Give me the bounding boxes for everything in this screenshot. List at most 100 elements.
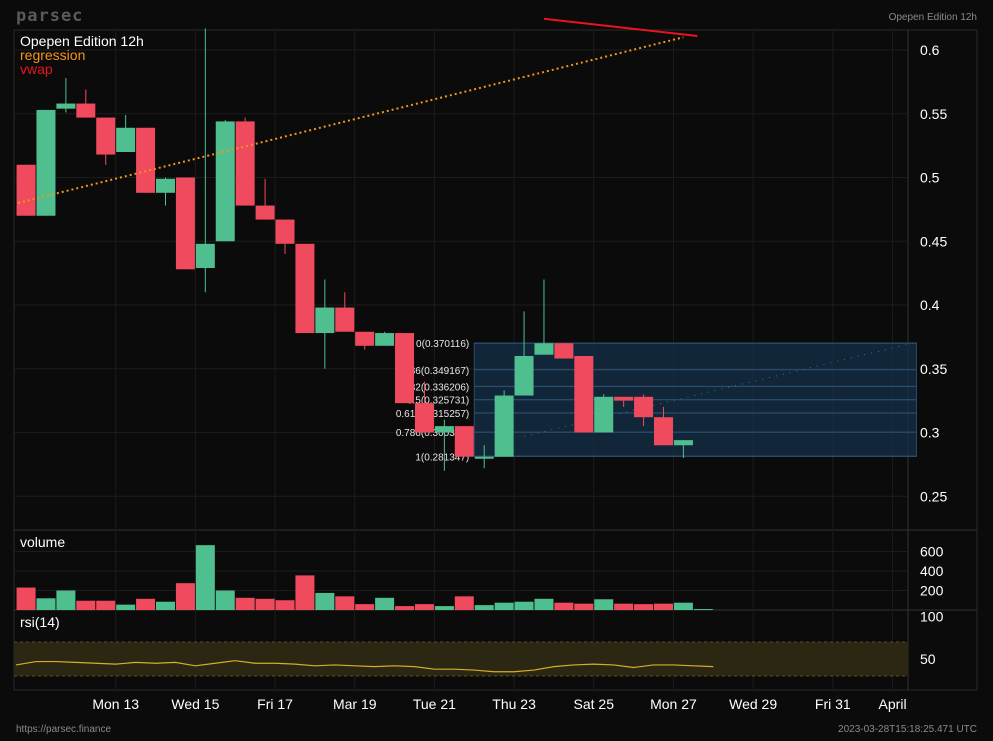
candle-body — [494, 395, 514, 457]
x-tick-label: Wed 15 — [171, 696, 219, 712]
volume-bar — [16, 587, 36, 610]
fib-level-label: 0.5(0.325731) — [407, 396, 469, 407]
candle-body — [434, 426, 454, 433]
candle-body — [56, 103, 76, 109]
volume-bar — [514, 601, 534, 610]
footer-timestamp: 2023-03-28T15:18:25.471 UTC — [838, 724, 977, 735]
x-tick-label: Mar 19 — [333, 696, 377, 712]
volume-bar — [315, 592, 335, 610]
brand-logo: parsec — [16, 6, 84, 26]
volume-tick-label: 200 — [920, 583, 944, 599]
fib-level-label: 0(0.370116) — [416, 339, 469, 350]
candle-body — [554, 343, 574, 359]
volume-bar — [395, 606, 415, 610]
candle-body — [295, 243, 315, 334]
volume-bar — [295, 575, 315, 610]
chart-header-title: Opepen Edition 12h — [888, 12, 977, 23]
x-tick-label: Fri 17 — [257, 696, 293, 712]
volume-bar — [653, 603, 673, 610]
candle-body — [16, 164, 36, 216]
volume-tick-label: 600 — [920, 544, 944, 560]
candle-body — [355, 331, 375, 346]
x-tick-label: April — [879, 696, 907, 712]
fib-level-label: 0.786(0.300343) — [396, 428, 469, 439]
candle-body — [653, 417, 673, 446]
x-tick-label: Wed 29 — [729, 696, 777, 712]
x-tick-label: Mon 27 — [650, 696, 697, 712]
volume-bar — [155, 601, 175, 610]
volume-bar — [614, 603, 634, 610]
volume-bar — [275, 600, 295, 610]
volume-bar — [534, 598, 554, 610]
volume-bar — [494, 602, 514, 610]
legend-regression[interactable]: regression — [20, 47, 86, 63]
x-tick-label: Sat 25 — [574, 696, 615, 712]
volume-bar — [235, 597, 255, 610]
candle-body — [215, 121, 235, 242]
candle-body — [534, 343, 554, 355]
candle-body — [195, 243, 215, 269]
volume-bar — [594, 599, 614, 610]
candle-body — [315, 307, 335, 334]
price-tick-label: 0.45 — [920, 233, 947, 249]
price-tick-label: 0.25 — [920, 488, 947, 504]
volume-bar — [634, 604, 654, 610]
candle-body — [136, 127, 156, 193]
candle-body — [275, 219, 295, 244]
volume-bar — [474, 605, 494, 610]
x-tick-label: Mon 13 — [92, 696, 139, 712]
candle-body — [155, 178, 175, 193]
candle-body — [594, 396, 614, 433]
volume-bar — [335, 596, 355, 610]
volume-bar — [673, 602, 693, 610]
legend-vwap[interactable]: vwap — [20, 61, 53, 77]
fib-level-label: 0.382(0.336206) — [396, 382, 469, 393]
candle-body — [36, 109, 56, 216]
price-tick-label: 0.3 — [920, 425, 940, 441]
volume-bar — [414, 604, 434, 610]
volume-bar — [554, 602, 574, 610]
volume-bar — [36, 598, 56, 610]
volume-bar — [136, 598, 156, 610]
fib-level-label: 1(0.281347) — [415, 452, 469, 463]
candle-body — [414, 403, 434, 433]
volume-bar — [76, 600, 96, 610]
volume-pane-label: volume — [20, 534, 66, 550]
volume-bar — [574, 603, 594, 610]
volume-bar — [96, 600, 116, 610]
volume-bar — [355, 604, 375, 610]
rsi-tick-label: 50 — [920, 651, 936, 667]
x-tick-label: Thu 23 — [492, 696, 536, 712]
volume-bar — [454, 596, 474, 610]
x-tick-label: Tue 21 — [413, 696, 456, 712]
rsi-band — [14, 642, 908, 676]
price-tick-label: 0.5 — [920, 170, 940, 186]
candle-body — [395, 333, 415, 404]
candle-body — [335, 307, 355, 332]
fib-level-label: 0.236(0.349167) — [396, 366, 469, 377]
vwap-line — [543, 17, 698, 37]
price-tick-label: 0.4 — [920, 297, 940, 313]
volume-bar — [56, 590, 76, 610]
volume-bar — [175, 583, 195, 610]
candle-body — [614, 396, 634, 401]
volume-bar — [434, 606, 454, 610]
legend-title: Opepen Edition 12h — [20, 33, 144, 49]
candle-body — [175, 177, 195, 270]
rsi-tick-label: 100 — [920, 609, 944, 625]
candle-body — [76, 103, 96, 118]
candle-body — [673, 440, 693, 446]
footer-url[interactable]: https://parsec.finance — [16, 724, 112, 735]
rsi-line — [15, 660, 714, 673]
candle-body — [474, 456, 494, 459]
x-tick-label: Fri 31 — [815, 696, 851, 712]
candle-body — [255, 205, 275, 220]
volume-bar — [116, 604, 136, 610]
candle-body — [574, 356, 594, 433]
candle-body — [116, 127, 136, 152]
price-tick-label: 0.55 — [920, 106, 947, 122]
rsi-pane-label: rsi(14) — [20, 614, 60, 630]
candle-body — [514, 356, 534, 396]
candle-body — [235, 121, 255, 206]
